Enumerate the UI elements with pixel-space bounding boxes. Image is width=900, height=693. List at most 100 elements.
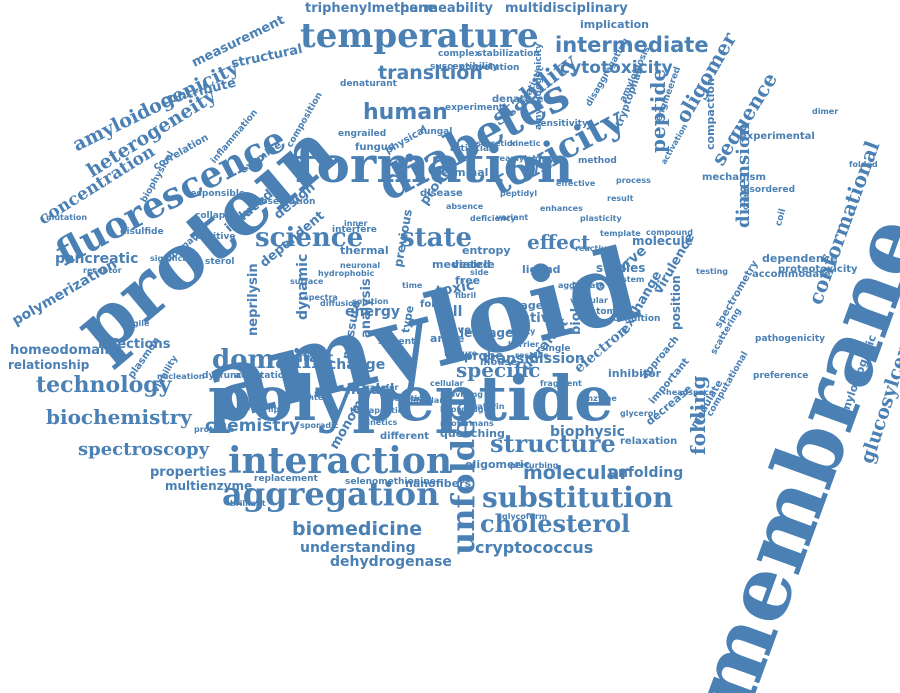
word-folded: folded: [849, 160, 878, 169]
word-positive: positive: [195, 232, 236, 242]
word-transition: transition: [378, 62, 483, 84]
word-fibril: fibril: [455, 291, 477, 300]
word-intermediate: intermediate: [555, 33, 709, 57]
word-science: science: [255, 223, 364, 253]
word-protease: protease: [194, 425, 235, 434]
word-biochemistry: biochemistry: [46, 405, 192, 429]
word-probe: probe: [464, 349, 504, 363]
word-brilliant: brilliant: [230, 499, 266, 508]
word-angle: angle: [430, 332, 465, 345]
word-engrailed: engrailed: [338, 129, 387, 139]
word-homeodomain: homeodomain: [10, 343, 114, 358]
word-state: state: [400, 223, 473, 253]
word-chain: chain: [741, 185, 750, 210]
word-thermal: thermal: [340, 244, 389, 257]
word-permeability: permeability: [400, 1, 494, 16]
word-headspace: headspace: [666, 388, 715, 397]
word-dynamic: dynamic: [295, 253, 311, 320]
word-stabilization: stabilization: [477, 49, 540, 59]
word-terminal: terminal: [436, 166, 489, 179]
word-mutant: mutant: [280, 351, 334, 366]
word-solution: solution: [352, 297, 389, 306]
word-studies: studies: [596, 261, 646, 275]
word-compound: compound: [646, 228, 693, 237]
word-leakage: leakage: [460, 326, 514, 340]
word-providing: providing: [440, 390, 484, 399]
word-nanofibers: nanofibers: [405, 477, 472, 490]
word-enzyme: enzyme: [582, 394, 617, 403]
word-significant: significant: [150, 254, 198, 263]
word-testing: testing: [696, 267, 728, 276]
word-perturbing: perturbing: [510, 461, 559, 470]
word-entropy: entropy: [462, 244, 511, 257]
word-inner: inner: [344, 219, 368, 228]
word-multienzyme: multienzyme: [165, 479, 253, 493]
word-ligand: ligand: [522, 263, 561, 276]
word-compaction: compaction: [704, 78, 717, 150]
word-form: form: [420, 299, 447, 310]
word-different: different: [380, 431, 430, 442]
word-adaptation: adaptation: [235, 371, 291, 381]
word-rage: rage: [515, 299, 544, 312]
word-denatured: denatured: [492, 94, 551, 105]
word-preference: preference: [753, 371, 809, 381]
word-sensitivity: sensitivity: [535, 119, 588, 129]
word-transmission: transmission: [483, 351, 585, 367]
word-convolution: convolution: [460, 63, 520, 73]
word-molecular: molecular: [523, 462, 629, 484]
word-inhibitor: inhibitor: [608, 367, 662, 380]
word-condition: condition: [613, 314, 661, 324]
word-domain: domain: [212, 345, 321, 375]
word-reveal: reveal: [446, 325, 482, 336]
word-selenomethionine: selenomethionine: [345, 477, 436, 487]
word-fungus: fungus: [355, 142, 394, 153]
word-specific: specific: [456, 358, 541, 382]
word-fratarin: fratarin: [470, 402, 505, 411]
word-enhances: enhances: [540, 204, 583, 213]
word-effective: effective: [556, 179, 596, 188]
word-system: system: [612, 275, 645, 284]
word-cholesterol: cholesterol: [480, 509, 631, 538]
word-mutation: mutation: [46, 213, 88, 222]
word-responsible: responsible: [186, 189, 246, 199]
word-temperature: temperature: [300, 16, 539, 56]
word-method: method: [578, 156, 617, 166]
word-receptor: receptor: [83, 266, 122, 275]
word-process: process: [616, 176, 651, 185]
word-vesicle: vesicle: [452, 258, 495, 271]
word-kinetics: kinetics: [362, 418, 398, 427]
word-properties: properties: [150, 465, 227, 480]
word-glycerol: glycerol: [620, 409, 657, 418]
word-surface: surface: [290, 277, 324, 286]
word-unfolding: unfolding: [608, 465, 684, 481]
word-dependence: dependence: [762, 252, 838, 265]
word-artificial: artificial: [450, 144, 493, 154]
word-mediated: mediated: [432, 258, 491, 271]
word-energy: energy: [345, 304, 401, 320]
word-interaction: interaction: [228, 440, 453, 482]
word-disulfide: disulfide: [120, 227, 164, 237]
word-time: time: [402, 281, 423, 290]
word-preamyloid: preamyloid: [490, 154, 541, 163]
word-dysfunction: dysfunction: [202, 371, 262, 381]
word-collapse: collapse: [195, 211, 237, 221]
word-spectroscopy: spectroscopy: [78, 439, 210, 460]
word-absence: absence: [446, 202, 484, 211]
word-fungal: fungal: [420, 127, 453, 137]
word-observation: observation: [255, 197, 316, 207]
word-neprilysin: neprilysin: [246, 263, 261, 336]
word-interfere: interfere: [332, 225, 377, 235]
word-model: model: [346, 382, 395, 398]
word-experimental: experimental: [740, 131, 815, 142]
word-cryptococcus: cryptococcus: [475, 538, 594, 557]
word-hydrophobic: hydrophobic: [318, 269, 375, 278]
word-mechanism: mechanism: [702, 172, 766, 183]
word-diffusion: diffusion: [320, 299, 360, 308]
word-sporadic: sporadic: [300, 421, 339, 430]
word-biomedicine: biomedicine: [292, 518, 423, 540]
word-substitution: substitution: [482, 481, 673, 514]
word-experiment: experiment: [445, 103, 504, 113]
word-cytotoxicity: cytotoxicity: [560, 58, 673, 78]
word-secretion: secretion: [476, 139, 519, 148]
